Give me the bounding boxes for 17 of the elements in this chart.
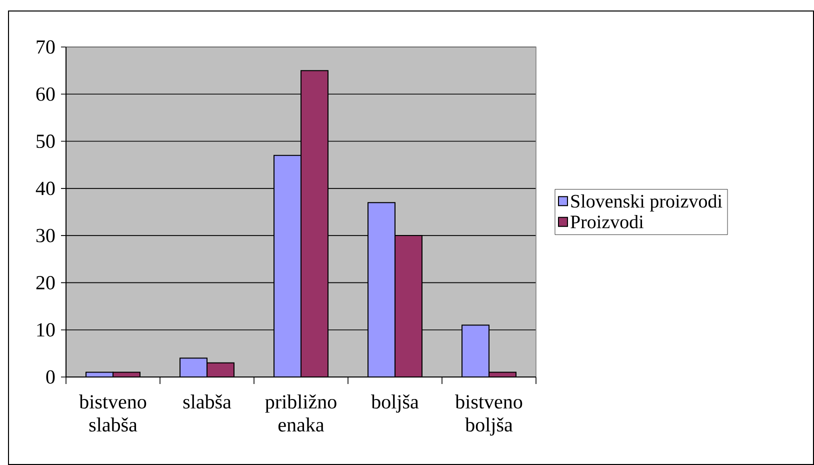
y-tick-label: 60 [36,87,55,101]
bar [301,70,328,377]
y-tick-label: 50 [36,134,55,148]
y-tick-label: 70 [36,40,55,54]
legend-label: Proizvodi [570,215,644,228]
y-tick-label: 40 [36,182,55,196]
y-tick-label: 30 [36,228,55,242]
y-tick-label: 0 [46,370,55,384]
x-tick-label: bistveno boljša [455,394,522,436]
legend-label: Slovenski proizvodi [571,194,722,212]
bar [395,236,422,377]
x-tick-label: bistveno slabša [79,394,146,432]
y-tick-label: 20 [36,276,55,290]
x-tick-label: slabša [183,394,232,409]
y-tick-label: 10 [37,323,55,337]
x-tick-label: boljša [371,394,419,413]
x-tick-label: približno enaka [265,394,336,432]
